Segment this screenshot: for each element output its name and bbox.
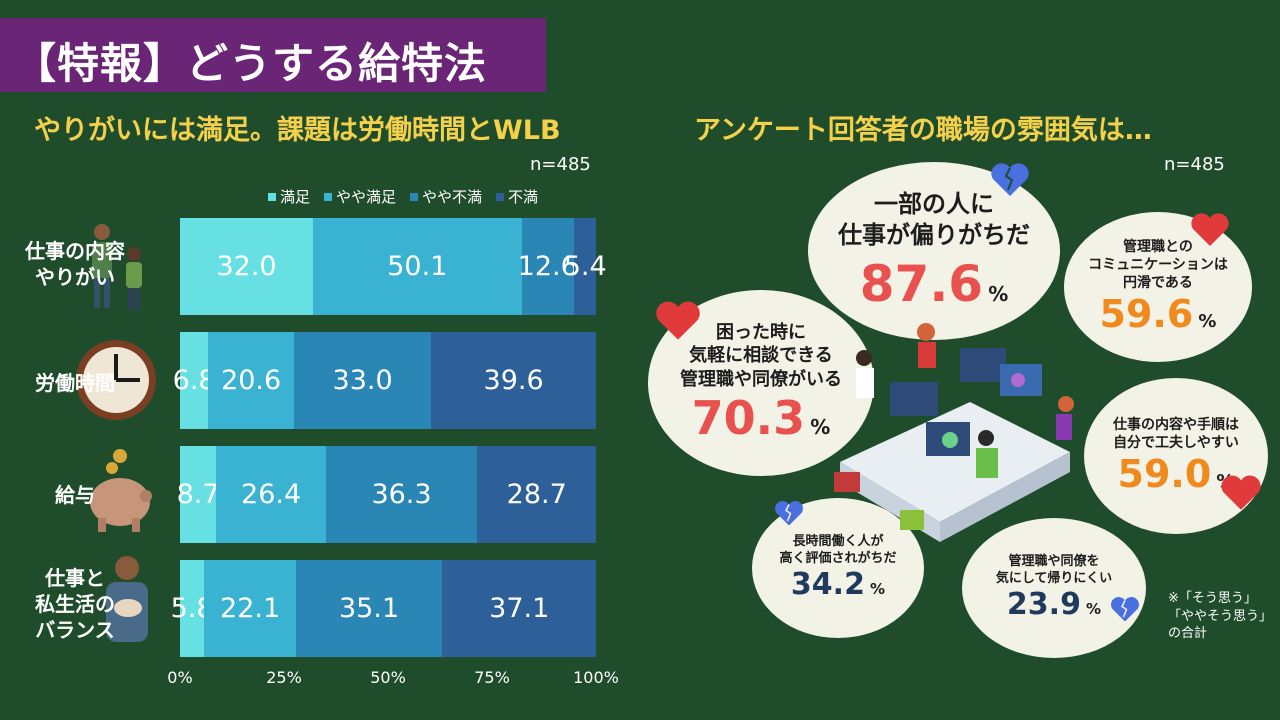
left-subtitle: やりがいには満足。課題は労働時間とWLB bbox=[34, 115, 561, 146]
data-label: 39.6 bbox=[483, 365, 544, 396]
legend-item: 不満 bbox=[496, 186, 538, 207]
data-label: 32.0 bbox=[216, 251, 277, 282]
office-illustration bbox=[834, 323, 1074, 542]
chart-legend: 満足 やや満足 やや不満 不満 bbox=[268, 186, 538, 207]
bubble-easy-consultation: 困った時に 気軽に相談できる 管理職や同僚がいる 70.3 % bbox=[648, 290, 874, 476]
bar-segment: 28.7 bbox=[477, 446, 597, 543]
row-label-working-hours: 労働時間 bbox=[35, 371, 115, 395]
x-tick-label: 0% bbox=[167, 668, 193, 687]
bubble-manager-communication: 管理職との コミュニケーションは 円滑である 59.6 % bbox=[1064, 212, 1252, 362]
broken-heart-icon bbox=[991, 163, 1029, 196]
bar-segment: 8.7 bbox=[177, 446, 220, 543]
right-subtitle: アンケート回答者の職場の雰囲気は… bbox=[694, 115, 1152, 146]
legend-label: やや満足 bbox=[336, 188, 397, 206]
data-label: 22.1 bbox=[220, 593, 281, 624]
row-label-work-life-balance: 仕事と 私生活の バランス bbox=[35, 566, 115, 642]
bar-row: 32.0 50.1 12.6 5.4 bbox=[180, 218, 607, 315]
legend-item: 満足 bbox=[268, 186, 310, 207]
data-label: 36.3 bbox=[371, 479, 432, 510]
bubble-text: 困った時に 気軽に相談できる 管理職や同僚がいる bbox=[680, 321, 842, 390]
data-label: 50.1 bbox=[387, 251, 448, 282]
page-title: 【特報】どうする給特法 bbox=[14, 39, 488, 88]
bar-row: 8.7 26.4 36.3 28.7 bbox=[177, 446, 597, 543]
data-label: 33.0 bbox=[332, 365, 393, 396]
data-label: 28.7 bbox=[506, 479, 567, 510]
bubble-text: 一部の人に 仕事が偏りがちだ bbox=[838, 189, 1030, 249]
bar-segment: 5.4 bbox=[564, 218, 607, 315]
bar-segment: 37.1 bbox=[442, 560, 597, 657]
bar-segment: 5.8 bbox=[171, 560, 214, 657]
legend-swatch bbox=[496, 192, 505, 201]
x-tick-label: 100% bbox=[573, 668, 619, 687]
bar-segment: 33.0 bbox=[293, 332, 432, 429]
data-label: 37.1 bbox=[489, 593, 550, 624]
left-n-label: n=485 bbox=[530, 154, 591, 175]
bar-segment: 50.1 bbox=[313, 218, 522, 315]
bubble-text: 仕事の内容や手順は 自分で工夫しやすい bbox=[1113, 416, 1239, 451]
data-label: 5.4 bbox=[563, 251, 607, 282]
x-tick-label: 75% bbox=[474, 668, 510, 687]
footnote: ※「そう思う」 「ややそう思う」 の合計 bbox=[1168, 591, 1273, 642]
heart-icon bbox=[1191, 213, 1229, 246]
title-banner: 【特報】どうする給特法 bbox=[0, 18, 546, 92]
data-label: 8.7 bbox=[176, 479, 220, 510]
data-label: 20.6 bbox=[221, 365, 282, 396]
bar-segment: 12.6 bbox=[518, 218, 578, 315]
bar-segment: 26.4 bbox=[216, 446, 326, 543]
parent-with-baby-illustration bbox=[106, 556, 148, 642]
bar-segment: 20.6 bbox=[208, 332, 294, 429]
bar-segment: 22.1 bbox=[204, 560, 297, 657]
bar-segment: 35.1 bbox=[296, 560, 443, 657]
x-tick-label: 50% bbox=[370, 668, 406, 687]
legend-swatch bbox=[324, 192, 333, 201]
heart-icon bbox=[656, 301, 700, 340]
legend-label: 不満 bbox=[508, 188, 539, 206]
heart-icon bbox=[1221, 475, 1261, 510]
broken-heart-icon bbox=[775, 501, 803, 526]
legend-label: やや不満 bbox=[422, 188, 483, 206]
legend-swatch bbox=[410, 192, 419, 201]
legend-item: やや満足 bbox=[324, 186, 396, 207]
bar-segment: 32.0 bbox=[180, 218, 314, 315]
data-label: 35.1 bbox=[339, 593, 400, 624]
right-n-label: n=485 bbox=[1164, 154, 1225, 175]
bar-segment: 39.6 bbox=[431, 332, 596, 429]
bubble-long-hours-valued: 長時間働く人が 高く評価されがちだ 34.2 % bbox=[752, 498, 924, 638]
row-label-work-content: 仕事の内容 やりがい bbox=[25, 239, 125, 289]
bubble-hard-to-leave: 管理職や同僚を 気にして帰りにくい 23.9 % bbox=[962, 518, 1146, 658]
legend-label: 満足 bbox=[280, 188, 311, 206]
bar-row: 5.8 22.1 35.1 37.1 bbox=[171, 560, 597, 657]
family-illustration bbox=[92, 224, 142, 310]
clock-illustration bbox=[76, 340, 156, 420]
data-label: 12.6 bbox=[517, 251, 578, 282]
row-label-salary: 給与 bbox=[55, 483, 95, 507]
bubble-workload-imbalance: 一部の人に 仕事が偏りがちだ 87.6 % bbox=[808, 162, 1060, 340]
bubble-text: 長時間働く人が 高く評価されがちだ bbox=[779, 533, 897, 566]
bar-row: 6.8 20.6 33.0 39.6 bbox=[173, 332, 596, 429]
bar-segment: 36.3 bbox=[326, 446, 478, 543]
piggy-bank-illustration bbox=[90, 449, 152, 532]
data-label: 26.4 bbox=[241, 479, 302, 510]
x-tick-label: 25% bbox=[266, 668, 302, 687]
bar-segment: 6.8 bbox=[173, 332, 216, 429]
bubble-text: 管理職との コミュニケーションは 円滑である bbox=[1088, 238, 1228, 292]
bubble-text: 管理職や同僚を 気にして帰りにくい bbox=[995, 553, 1113, 586]
legend-item: やや不満 bbox=[410, 186, 482, 207]
legend-swatch bbox=[268, 192, 276, 201]
broken-heart-icon bbox=[1111, 597, 1139, 622]
